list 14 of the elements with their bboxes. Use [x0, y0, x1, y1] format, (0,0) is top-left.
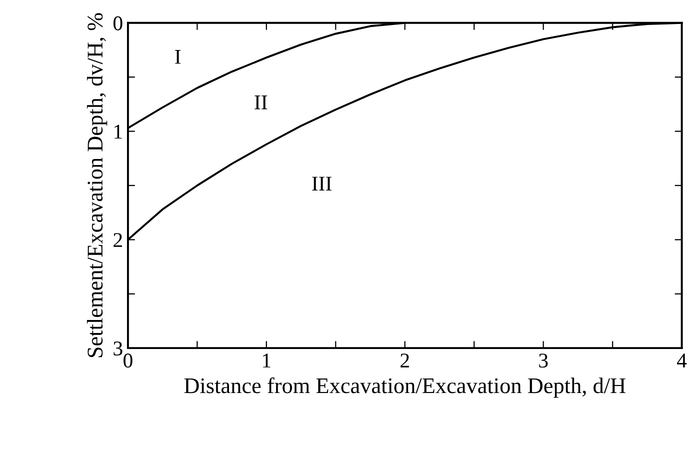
y-tick-label: 0 — [113, 16, 122, 30]
annotation: III — [312, 176, 332, 190]
y-tick-label: 2 — [114, 233, 122, 247]
x-axis-title: Distance from Excavation/Excavation Depth, d/H — [184, 377, 626, 398]
annotation: II — [254, 96, 268, 110]
x-tick-label: 0 — [124, 354, 132, 368]
x-tick-label: 1 — [263, 354, 270, 368]
x-tick-label: 2 — [400, 354, 409, 368]
annotation: I — [175, 50, 181, 64]
x-tick-label: 4 — [677, 354, 687, 368]
y-tick-label: 1 — [114, 124, 122, 139]
x-tick-label: 3 — [539, 354, 548, 368]
y-tick-label: 3 — [114, 342, 122, 356]
y-axis-title: Settlement/Excavation Depth, dv/H, % — [86, 13, 108, 358]
